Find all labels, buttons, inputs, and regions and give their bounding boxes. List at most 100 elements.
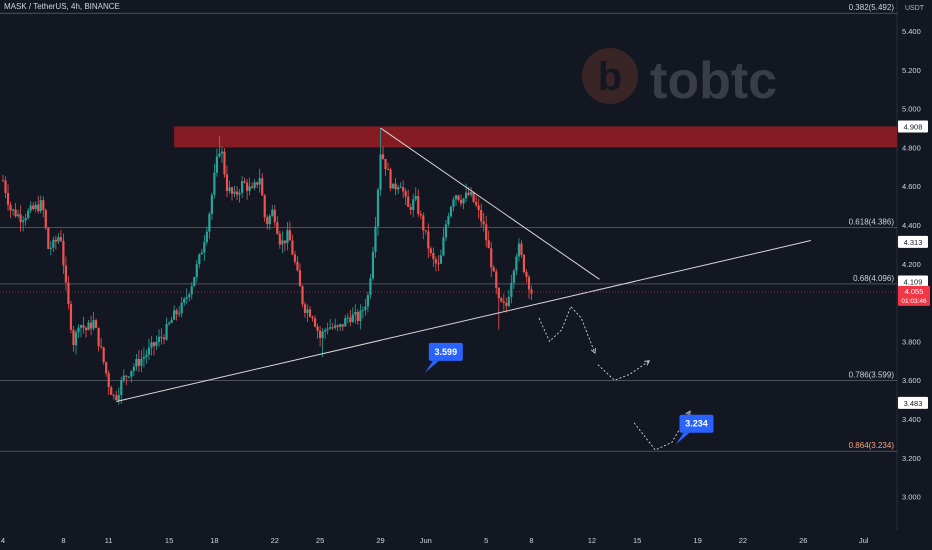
x-tick-label: 5 bbox=[484, 536, 488, 545]
callout-pointer bbox=[675, 432, 690, 445]
candle-body bbox=[419, 213, 422, 216]
price-badge bbox=[898, 120, 928, 133]
candle-body bbox=[110, 387, 113, 395]
candle-body bbox=[391, 183, 395, 189]
current-price-label: 4.055 bbox=[905, 287, 924, 296]
resistance-zone bbox=[174, 126, 898, 148]
candle-body bbox=[447, 216, 450, 225]
watermark-text: tobtc bbox=[650, 52, 777, 110]
candle-body bbox=[168, 322, 171, 325]
candle-body bbox=[414, 196, 417, 200]
candle-body bbox=[4, 180, 7, 194]
candle-body bbox=[399, 187, 402, 189]
candle-body bbox=[482, 221, 485, 225]
y-tick-label: 5.200 bbox=[902, 66, 921, 75]
candle-body bbox=[288, 230, 291, 241]
candle-body bbox=[180, 302, 183, 314]
candle-body bbox=[235, 191, 239, 195]
candle-body bbox=[374, 226, 377, 252]
candle-body bbox=[150, 342, 153, 348]
candle-body bbox=[319, 330, 322, 338]
candle-body bbox=[105, 362, 108, 374]
candle-body bbox=[230, 187, 234, 194]
x-tick-label: 29 bbox=[376, 536, 384, 545]
candle-body bbox=[477, 205, 480, 210]
candle-body bbox=[271, 209, 274, 216]
time-axis[interactable]: 4 8 11 15 18 22 25 29 Jun 5 8 12 15 19 22 26 Jul bbox=[1, 536, 869, 545]
fib-label: 0.68(4.096) bbox=[853, 274, 894, 283]
candle-body bbox=[220, 151, 224, 154]
x-tick-label: 25 bbox=[316, 536, 324, 545]
trendline bbox=[380, 127, 600, 280]
fib-label: 0.786(3.599) bbox=[849, 370, 895, 379]
x-tick-label: 22 bbox=[739, 536, 747, 545]
candle-body bbox=[253, 182, 256, 188]
candle-body bbox=[157, 336, 161, 342]
candle-body bbox=[366, 295, 370, 307]
candle-body bbox=[52, 239, 55, 248]
x-tick-label: Jun bbox=[420, 536, 432, 545]
candle-body bbox=[246, 182, 249, 191]
candle-body bbox=[130, 370, 133, 377]
candle-body bbox=[409, 206, 412, 210]
candle-body bbox=[145, 354, 148, 357]
candle-body bbox=[160, 336, 163, 338]
candle-body bbox=[404, 191, 407, 197]
candle-body bbox=[42, 200, 45, 210]
candle-body bbox=[369, 278, 372, 296]
candle-body bbox=[432, 253, 435, 260]
candle-body bbox=[321, 331, 324, 338]
candle-body bbox=[127, 376, 130, 378]
candle-body bbox=[354, 311, 357, 315]
price-axis[interactable]: 5.400 5.200 5.000 4.800 4.600 4.400 4.200 3.800… bbox=[0, 27, 930, 502]
candle-body bbox=[22, 220, 25, 223]
candle-body bbox=[115, 395, 118, 401]
candle-body bbox=[175, 310, 178, 315]
y-tick-label: 5.400 bbox=[902, 27, 921, 36]
candle-body bbox=[178, 313, 181, 315]
price-badge bbox=[898, 396, 928, 409]
candle-body bbox=[467, 192, 470, 195]
fib-label: 0.618(4.386) bbox=[849, 218, 895, 227]
price-badge bbox=[898, 275, 928, 288]
x-tick-label: 26 bbox=[799, 536, 807, 545]
candle-body bbox=[268, 215, 271, 225]
candle-body bbox=[82, 325, 85, 328]
candle-body bbox=[213, 172, 216, 195]
candle-body bbox=[351, 314, 354, 323]
candle-body bbox=[520, 243, 523, 255]
candle-body bbox=[208, 213, 211, 232]
candle-body bbox=[152, 342, 156, 346]
candle-body bbox=[79, 325, 83, 328]
candle-body bbox=[67, 282, 70, 304]
candle-body bbox=[298, 270, 302, 287]
x-tick-label: Jul bbox=[859, 536, 869, 545]
candle-body bbox=[439, 255, 442, 264]
trendline bbox=[116, 240, 811, 403]
projection-path-2-arrow bbox=[644, 360, 651, 366]
candle-body bbox=[122, 375, 125, 381]
candle-body bbox=[263, 195, 266, 218]
candle-body bbox=[485, 224, 488, 241]
x-tick-label: 11 bbox=[105, 536, 113, 545]
price-badge-label: 4.313 bbox=[904, 238, 923, 247]
candle-body bbox=[316, 326, 319, 331]
candle-body bbox=[17, 214, 20, 217]
candle-body bbox=[510, 282, 513, 297]
candle-body bbox=[256, 182, 259, 185]
candle-body bbox=[311, 316, 314, 319]
x-tick-label: 18 bbox=[210, 536, 218, 545]
candle-body bbox=[527, 276, 531, 290]
candle-body bbox=[452, 199, 455, 207]
candle-body bbox=[228, 187, 231, 191]
fib-label: 0.864(3.234) bbox=[849, 441, 895, 450]
candle-body bbox=[449, 206, 453, 217]
callout-label: 3.234 bbox=[685, 419, 708, 429]
candle-body bbox=[147, 347, 151, 355]
candle-body bbox=[364, 306, 367, 311]
candle-body bbox=[424, 230, 427, 232]
countdown-label: 01:03:46 bbox=[901, 298, 927, 305]
candle-body bbox=[346, 317, 349, 319]
candle-body bbox=[57, 237, 60, 242]
